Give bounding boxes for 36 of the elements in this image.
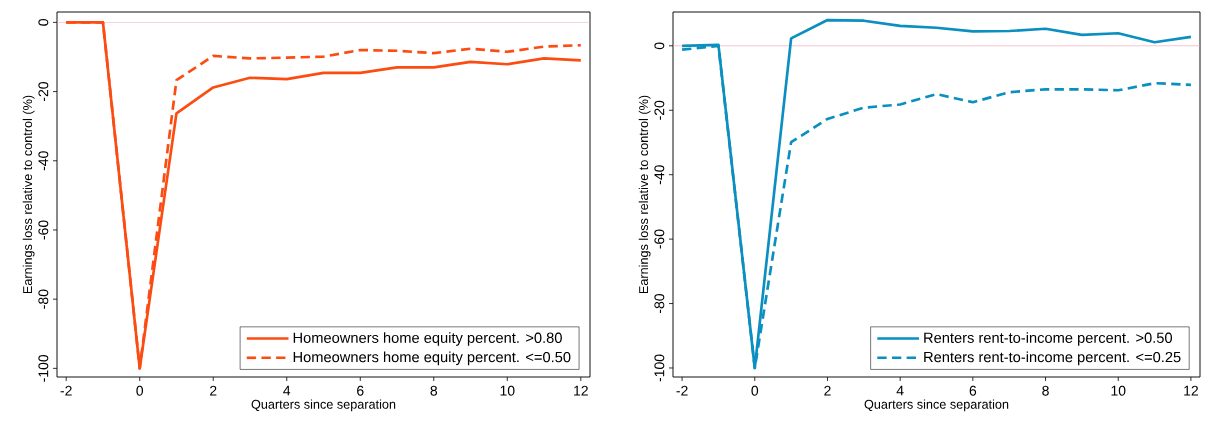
x-tick-label: -2 — [60, 385, 72, 396]
y-tick-label: -100 — [654, 354, 665, 382]
legend-label: Renters rent-to-income percent. >0.50 — [924, 332, 1173, 346]
x-tick-label: 4 — [896, 385, 904, 396]
x-tick-label: 12 — [1184, 385, 1198, 396]
x-axis-title: Quarters since separation — [864, 399, 1009, 412]
y-tick-label: 0 — [38, 19, 49, 26]
y-tick-label: -40 — [38, 151, 49, 171]
x-tick-label: 8 — [430, 385, 438, 396]
legend-label: Homeowners home equity percent. <=0.50 — [293, 351, 571, 366]
x-tick-label: 6 — [357, 385, 364, 396]
y-tick-label: -60 — [654, 229, 665, 249]
y-tick-label: -80 — [654, 293, 665, 314]
legend-label: Renters rent-to-income percent. <=0.25 — [924, 351, 1181, 366]
x-tick-label: 8 — [1042, 385, 1049, 396]
y-tick-label: -20 — [654, 100, 665, 120]
y-tick-label: -80 — [38, 289, 49, 309]
y-tick-label: 0 — [654, 42, 665, 50]
x-tick-label: 2 — [210, 385, 217, 396]
x-tick-label: 12 — [574, 385, 588, 396]
y-tick-label: -20 — [38, 82, 49, 102]
x-tick-label: 10 — [500, 385, 515, 396]
x-tick-label: 6 — [969, 385, 977, 396]
x-tick-label: 0 — [136, 385, 144, 396]
x-tick-label: -2 — [676, 385, 688, 396]
x-tick-label: 2 — [824, 385, 831, 396]
y-axis-title: Earnings loss relative to control (%) — [638, 95, 651, 294]
y-axis-title: Earnings loss relative to control (%) — [22, 95, 35, 294]
legend-label: Homeowners home equity percent. >0.80 — [293, 332, 562, 346]
x-tick-label: 10 — [1111, 385, 1126, 396]
y-tick-label: -60 — [38, 220, 49, 240]
y-tick-label: -100 — [38, 354, 49, 382]
x-tick-label: 4 — [283, 385, 291, 396]
y-tick-label: -40 — [654, 165, 665, 185]
x-tick-label: 0 — [751, 385, 759, 396]
x-axis-title: Quarters since separation — [251, 399, 396, 412]
